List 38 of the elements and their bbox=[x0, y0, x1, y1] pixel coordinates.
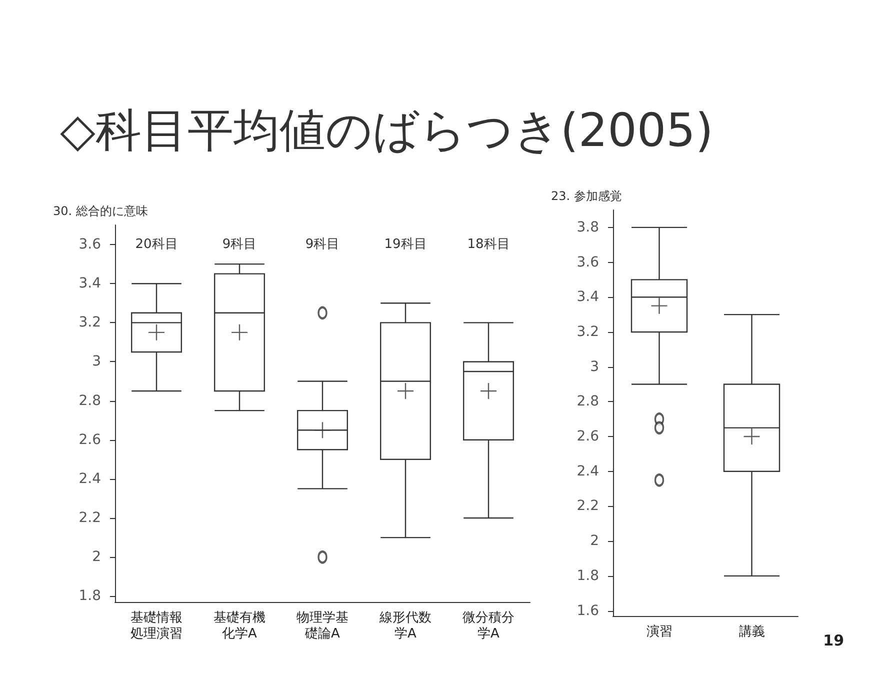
text: 19 bbox=[823, 632, 844, 650]
y-tick-label: 2.6 bbox=[576, 428, 600, 445]
x-tick-label: 線形代数学A bbox=[378, 610, 432, 642]
y-tick-label: 3 bbox=[590, 358, 599, 375]
y-tick-label: 3.6 bbox=[78, 236, 102, 253]
y-tick-label: 2.8 bbox=[576, 394, 599, 410]
annotation: 18科目 bbox=[467, 237, 510, 252]
y-tick-label: 2.4 bbox=[78, 470, 102, 487]
y-tick-label: 2.6 bbox=[78, 432, 102, 448]
x-tick-label: 講義 bbox=[738, 624, 765, 640]
y-tick-label: 3.4 bbox=[576, 289, 600, 306]
y-tick-label: 1.8 bbox=[78, 588, 101, 604]
x-tick-label: 基礎有機化学A bbox=[214, 610, 266, 642]
y-tick-label: 2 bbox=[92, 549, 101, 566]
x-tick-label: 微分積分学A bbox=[462, 610, 514, 642]
y-tick-label: 2 bbox=[590, 533, 599, 550]
y-tick-label: 3.2 bbox=[78, 314, 101, 331]
x-tick-label: 演習 bbox=[646, 624, 672, 640]
y-tick-label: 3 bbox=[92, 354, 101, 370]
annotation: 9科目 bbox=[222, 237, 257, 252]
y-tick-label: 2.4 bbox=[576, 463, 600, 480]
annotation: 20科目 bbox=[135, 237, 178, 252]
y-tick-label: 2.8 bbox=[78, 392, 101, 409]
annotation: 19科目 bbox=[384, 237, 427, 252]
y-tick-label: 3.6 bbox=[576, 254, 600, 270]
y-tick-label: 2.2 bbox=[576, 498, 599, 514]
y-axis-title: 23. 参加感覚 bbox=[551, 189, 622, 203]
y-tick-label: 2.2 bbox=[78, 510, 101, 526]
chart-title: ◇科目平均値のばらつき(2005) bbox=[60, 102, 714, 159]
y-axis-title: 30. 総合的に意味 bbox=[53, 204, 148, 218]
annotation: 9科目 bbox=[305, 237, 340, 252]
y-tick-label: 3.8 bbox=[576, 219, 599, 236]
y-tick-label: 1.8 bbox=[576, 568, 599, 584]
y-tick-label: 3.2 bbox=[576, 324, 599, 340]
y-tick-label: 1.6 bbox=[576, 602, 600, 619]
x-tick-label: 基礎情報処理演習 bbox=[130, 610, 182, 642]
x-tick-label: 物理学基礎論A bbox=[296, 610, 348, 642]
y-tick-label: 3.4 bbox=[78, 276, 102, 292]
